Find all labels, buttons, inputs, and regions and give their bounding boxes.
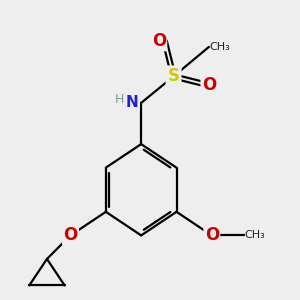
Text: CH₃: CH₃ (209, 42, 230, 52)
Text: H: H (114, 93, 124, 106)
Text: CH₃: CH₃ (244, 230, 265, 240)
Text: O: O (205, 226, 219, 244)
Text: O: O (152, 32, 166, 50)
Text: S: S (168, 68, 180, 85)
Text: O: O (202, 76, 216, 94)
Text: N: N (125, 95, 138, 110)
Text: O: O (63, 226, 78, 244)
